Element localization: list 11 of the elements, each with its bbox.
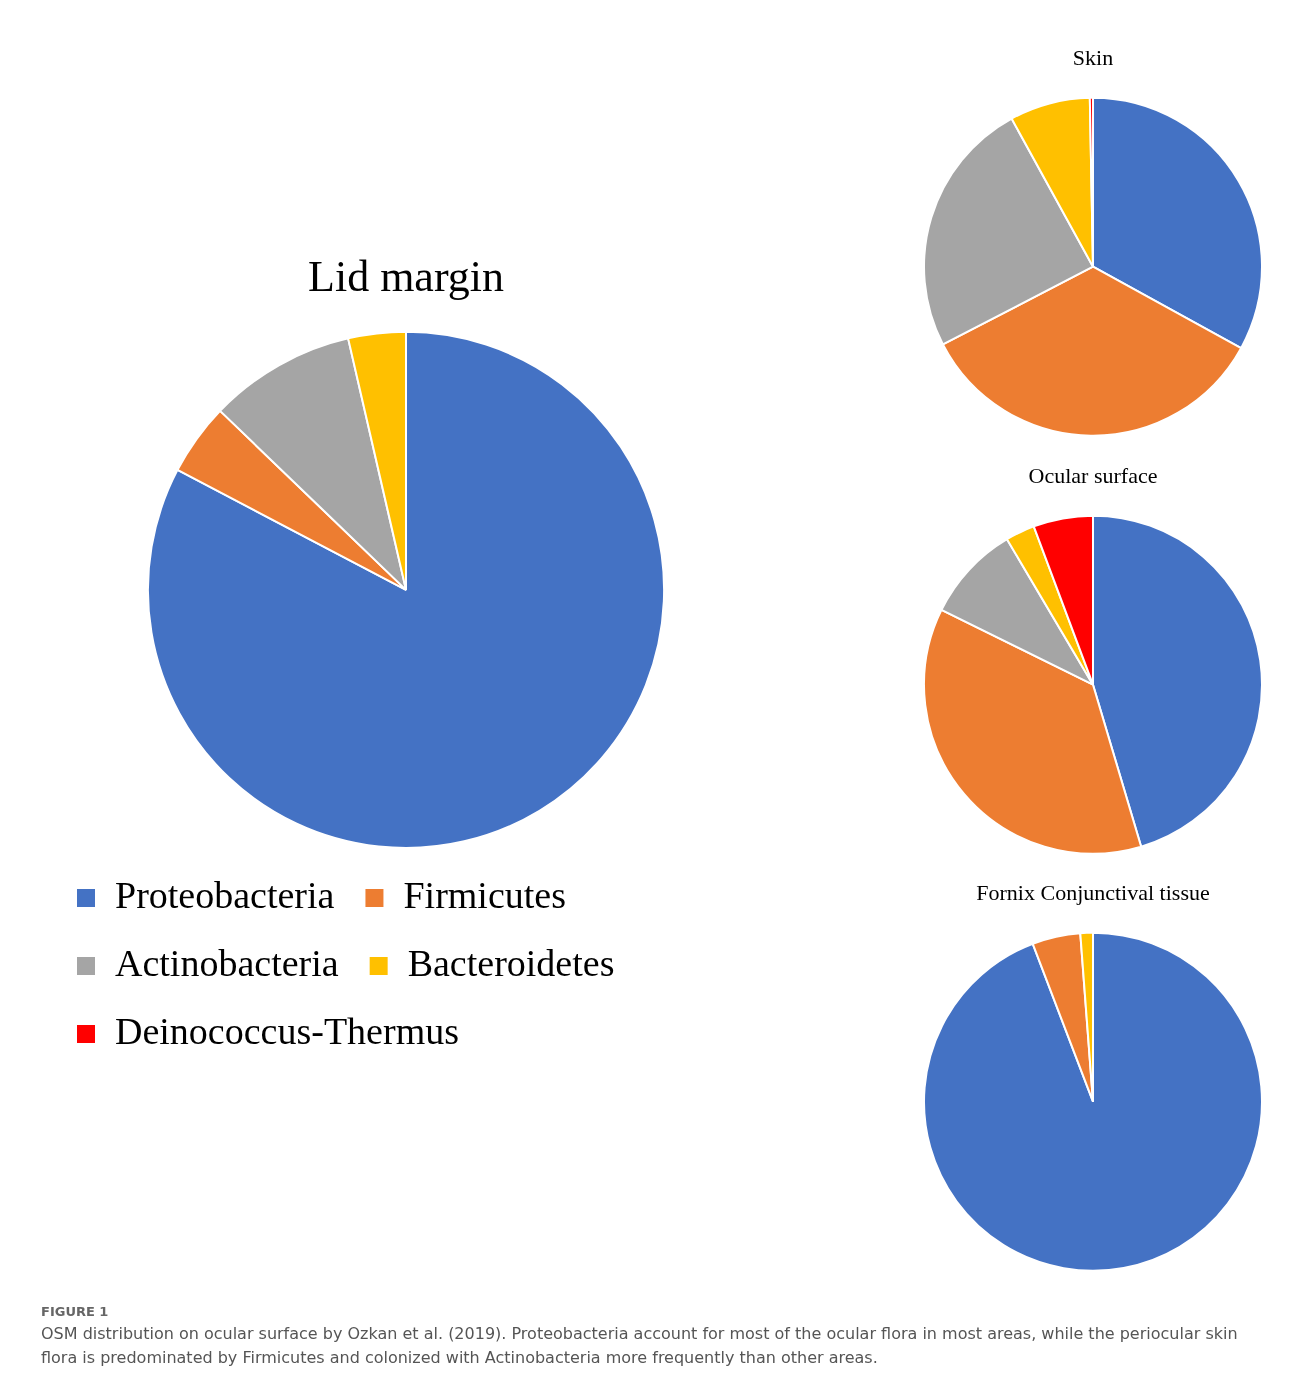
- text: OSM distribution on ocular surface by Ozkan et al. (2019). Proteobacteria account for most of the ocular flora in most areas, while the periocular skin flora is predominated by Firmicutes and colonized with Actinobacteria more frequently than other areas.: [41, 1323, 1239, 1369]
- legend-label: Deinococcus-Thermus: [115, 1009, 459, 1052]
- legend-label: Bacteroidetes: [407, 941, 615, 984]
- chart-title: Fornix Conjunctival tissue: [976, 879, 1210, 905]
- legend-label: Firmicutes: [403, 873, 566, 916]
- chart-title: Lid margin: [308, 251, 504, 301]
- legend-label: Actinobacteria: [115, 941, 339, 984]
- caption: FIGURE 1: [41, 1303, 110, 1321]
- legend-label: Proteobacteria: [115, 873, 335, 916]
- chart-title: Ocular surface: [1028, 462, 1158, 488]
- chart-title: Skin: [1072, 44, 1114, 70]
